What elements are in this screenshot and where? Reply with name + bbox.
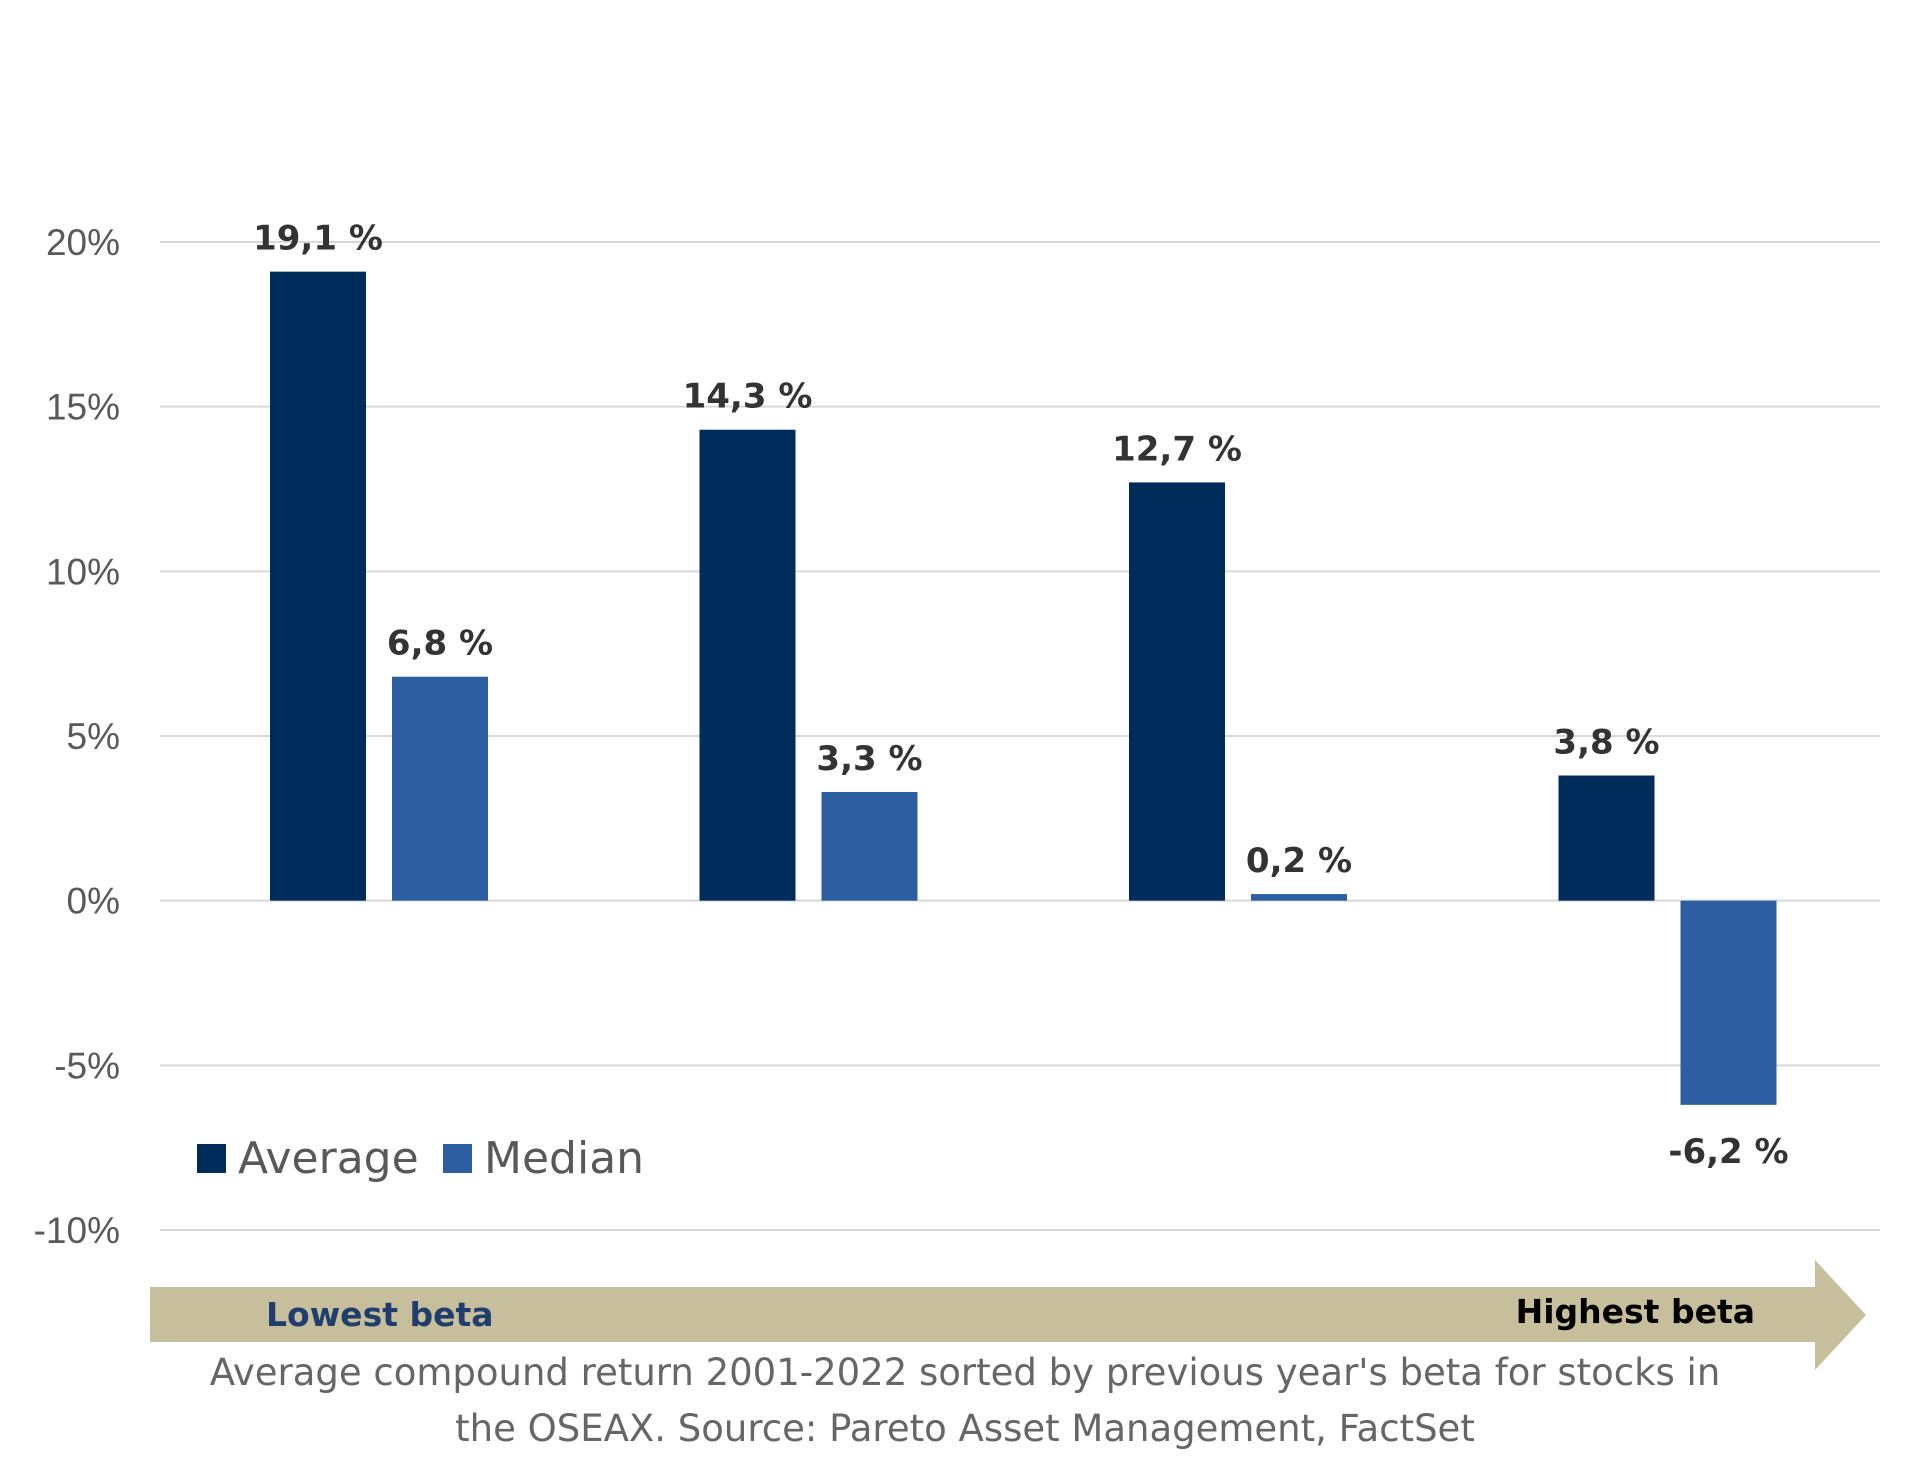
lowest-beta-label: Lowest beta — [266, 1295, 494, 1334]
beta-arrow: Lowest beta Highest beta — [150, 1260, 1866, 1370]
bar-median-3 — [1251, 894, 1347, 901]
bar-average-3 — [1129, 482, 1225, 901]
chart-caption: Average compound return 2001-2022 sorted… — [150, 1345, 1780, 1457]
bar-average-4 — [1558, 775, 1655, 901]
bar-average-1 — [270, 271, 366, 901]
data-label-median-1: 6,8 % — [387, 624, 493, 664]
y-tick-label: -10% — [34, 1210, 120, 1251]
caption-line-2: the OSEAX. Source: Pareto Asset Manageme… — [455, 1407, 1475, 1450]
highest-beta-label: Highest beta — [1516, 1292, 1755, 1331]
data-label-median-3: 0,2 % — [1246, 841, 1352, 881]
y-tick-label: -5% — [54, 1045, 120, 1086]
bar-median-1 — [392, 676, 488, 901]
data-label-median-2: 3,3 % — [816, 739, 922, 779]
y-tick-label: 15% — [46, 387, 120, 428]
bars — [270, 271, 1777, 1105]
beta-direction-arrow — [150, 1260, 1866, 1370]
data-labels: 19,1 % 14,3 % 12,7 % 3,8 % 6,8 % 3,3 % 0,2 % -6… — [253, 219, 1789, 1172]
data-label-average-3: 12,7 % — [1112, 429, 1242, 469]
legend-label-median: Median — [484, 1133, 644, 1184]
data-label-average-2: 14,3 % — [683, 377, 813, 417]
bar-median-2 — [821, 791, 918, 901]
y-axis-ticks: 20% 15% 10% 5% 0% -5% -10% — [34, 222, 120, 1251]
data-label-average-4: 3,8 % — [1553, 723, 1659, 763]
y-tick-label: 0% — [67, 881, 120, 922]
caption-line-1: Average compound return 2001-2022 sorted… — [209, 1351, 1721, 1394]
y-tick-label: 10% — [46, 551, 120, 592]
y-tick-label: 20% — [46, 222, 120, 263]
data-label-median-4: -6,2 % — [1668, 1132, 1788, 1172]
y-tick-label: 5% — [67, 716, 120, 757]
legend-swatch-median — [443, 1144, 472, 1173]
legend-label-average: Average — [238, 1133, 419, 1184]
legend: Average Median — [197, 1133, 644, 1184]
bar-median-4 — [1680, 900, 1777, 1105]
data-label-average-1: 19,1 % — [253, 219, 383, 259]
bar-average-2 — [699, 429, 796, 901]
legend-swatch-average — [197, 1144, 226, 1173]
